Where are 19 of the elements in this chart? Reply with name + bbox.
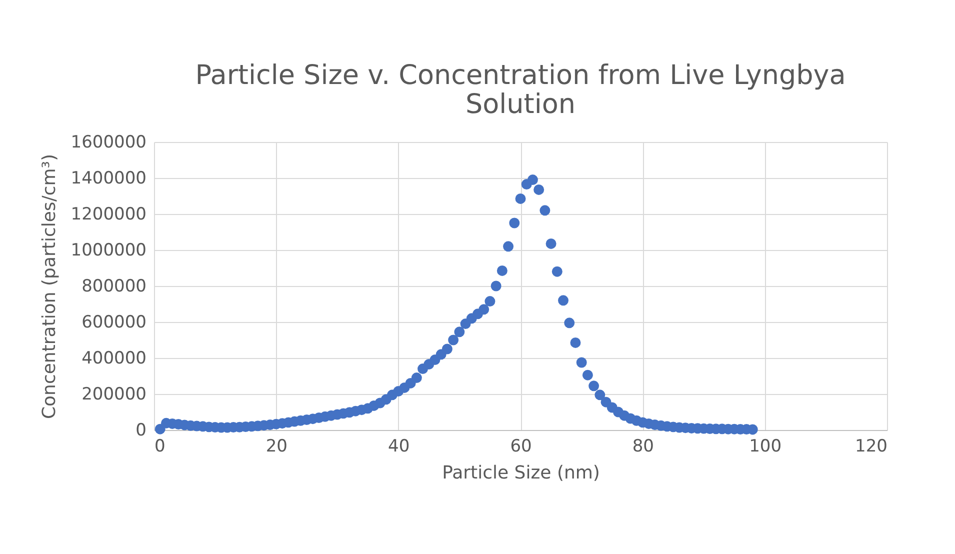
- x-tick-label: 120: [855, 436, 888, 456]
- y-tick-label: 600000: [82, 312, 146, 332]
- y-tick-label: 200000: [82, 384, 146, 404]
- y-tick-label: 400000: [82, 348, 146, 368]
- x-tick-label: 60: [510, 436, 532, 456]
- y-tick-label: 1400000: [70, 168, 146, 188]
- chart-title: Particle Size v. Concentration from Live Lyngbya Solution: [195, 60, 846, 120]
- y-tick-label: 1200000: [70, 204, 146, 224]
- y-tick-label: 1000000: [70, 240, 146, 260]
- x-tick-label: 40: [388, 436, 410, 456]
- x-axis-title: Particle Size (nm): [442, 462, 600, 484]
- y-axis-title: Concentration (particles/cm³): [38, 154, 60, 420]
- x-tick-label: 0: [154, 436, 166, 456]
- x-tick-label: 80: [632, 436, 654, 456]
- y-tick-label: 1600000: [70, 132, 146, 152]
- y-tick-label: 800000: [82, 276, 146, 296]
- x-tick-label: 20: [266, 436, 288, 456]
- x-tick-label: 100: [749, 436, 782, 456]
- y-tick-label: 0: [136, 420, 146, 440]
